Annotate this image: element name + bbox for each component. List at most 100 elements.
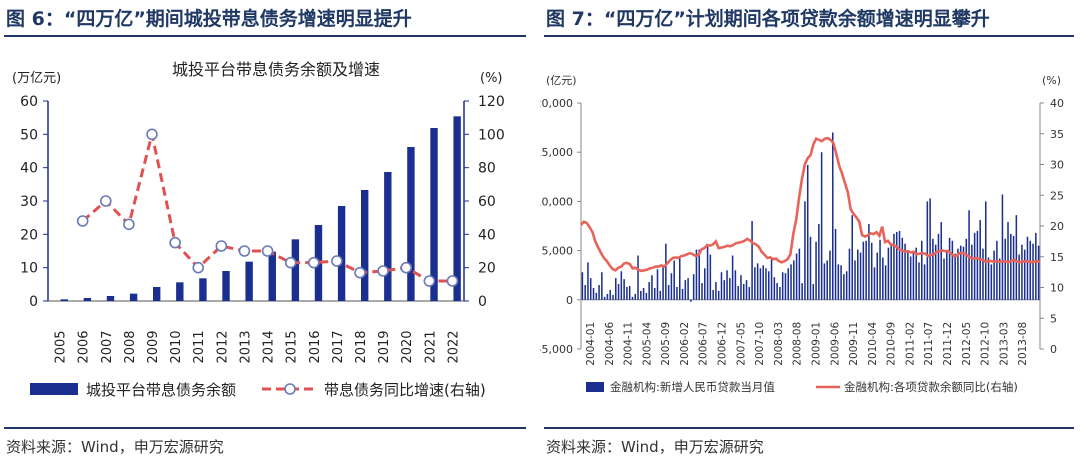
debt-growth-point xyxy=(400,261,413,274)
debt-balance-bar xyxy=(129,293,138,301)
x-tick-label: 2009 xyxy=(146,330,161,363)
new-loans-bar xyxy=(971,244,973,300)
new-loans-bar xyxy=(1012,235,1015,300)
new-loans-bar xyxy=(709,254,712,300)
left-source-note: 资料来源：Wind，申万宏源研究 xyxy=(6,438,224,456)
new-loans-bar xyxy=(840,265,842,300)
new-loans-bar xyxy=(934,244,937,300)
new-loans-bar xyxy=(779,287,781,300)
new-loans-bar xyxy=(823,263,826,300)
left-axis-unit-label: (亿元) xyxy=(546,74,577,87)
right-figure-panel: 图 7：“四万亿”计划期间各项贷款余额增速明显攀升 (亿元) (%) -5,000 0… xyxy=(540,0,1080,463)
new-loans-bar xyxy=(659,290,662,300)
legend-bar-label: 城投平台带息债务余额 xyxy=(86,381,236,399)
new-loans-bar xyxy=(968,210,970,300)
x-tick-label: 2004-06 xyxy=(604,322,616,366)
new-loans-bar xyxy=(848,248,851,300)
x-tick-label: 2010 xyxy=(169,330,184,363)
debt-growth-point xyxy=(284,256,297,269)
new-loans-bar xyxy=(946,251,948,300)
new-loans-bar xyxy=(765,268,767,300)
new-loans-bar xyxy=(587,262,589,300)
new-loans-bar xyxy=(706,246,709,300)
new-loans-bar xyxy=(795,253,798,300)
debt-balance-bar xyxy=(106,296,115,301)
new-loans-bar xyxy=(1037,245,1040,300)
x-tick-label: 2006-12 xyxy=(717,322,729,366)
new-loans-bar xyxy=(826,260,828,300)
debt-balance-bar xyxy=(199,278,207,301)
debt-growth-point xyxy=(123,218,135,231)
new-loans-bar xyxy=(715,282,717,300)
new-loans-bar xyxy=(612,294,614,300)
new-loans-bar xyxy=(740,275,742,300)
new-loans-bar xyxy=(751,221,753,300)
new-loans-bar xyxy=(843,274,845,300)
x-tick-label: 2012-05 xyxy=(961,322,973,366)
new-loans-bar xyxy=(857,249,859,300)
x-tick-label: 2010-04 xyxy=(867,322,879,366)
new-loans-bar xyxy=(581,272,584,300)
new-loans-bar xyxy=(678,257,681,300)
debt-balance-bar xyxy=(337,206,346,301)
new-loans-bar xyxy=(990,264,993,300)
new-loans-bar xyxy=(829,250,831,300)
legend-line-label: 带息债务同比增速(右轴) xyxy=(324,381,486,399)
right-y-tick-label: 20 xyxy=(478,261,496,277)
x-tick-label: 2022 xyxy=(446,330,461,363)
debt-growth-point xyxy=(192,261,205,274)
right-source-rule xyxy=(544,427,1074,429)
new-loans-bar xyxy=(1023,249,1026,300)
debt-growth-point xyxy=(331,255,343,267)
new-loans-bar xyxy=(957,248,959,300)
new-loans-bar xyxy=(687,278,689,300)
debt-balance-bar xyxy=(222,271,230,301)
new-loans-bar xyxy=(790,264,792,300)
new-loans-bar xyxy=(1029,240,1032,300)
left-y-tick-label: 20,000 xyxy=(540,97,573,110)
new-loans-bar xyxy=(787,268,790,300)
new-loans-bar xyxy=(1035,232,1037,300)
debt-balance-bar xyxy=(83,298,92,301)
new-loans-bar xyxy=(720,272,723,300)
debt-balance-bar xyxy=(384,172,392,301)
x-tick-label: 2007-05 xyxy=(735,322,747,366)
new-loans-bar xyxy=(831,132,834,300)
x-tick-label: 2011-02 xyxy=(904,322,916,366)
new-loans-bar xyxy=(859,252,862,300)
new-loans-bar xyxy=(912,250,915,300)
legend-bar-label: 金融机构:新增人民币贷款当月值 xyxy=(610,380,775,394)
new-loans-bar xyxy=(762,265,764,300)
x-tick-label: 2018 xyxy=(354,330,369,363)
new-loans-bar xyxy=(1026,236,1029,300)
new-loans-bar xyxy=(898,230,901,300)
left-y-tick-label: 5,000 xyxy=(542,245,574,258)
legend-line-label: 金融机构:各项贷款余额同比(右轴) xyxy=(844,380,1018,394)
debt-balance-bar xyxy=(245,261,253,301)
right-y-tick-label: 40 xyxy=(478,227,496,243)
debt-growth-point xyxy=(446,275,459,287)
new-loans-bar xyxy=(640,290,642,300)
new-loans-bar xyxy=(620,271,623,300)
new-loans-bar xyxy=(921,240,923,300)
new-loans-bar xyxy=(784,273,787,300)
right-y-tick-label: 5 xyxy=(1050,312,1057,325)
new-loans-bar xyxy=(717,290,720,300)
new-loans-bar xyxy=(904,243,906,300)
x-tick-label: 2009-06 xyxy=(829,322,841,366)
left-y-tick-label: 50 xyxy=(20,127,38,143)
new-loans-bar xyxy=(759,268,762,300)
new-loans-bar xyxy=(943,258,945,300)
debt-growth-point xyxy=(354,266,366,279)
new-loans-bar xyxy=(1001,194,1004,300)
x-tick-label: 2015 xyxy=(285,330,300,363)
x-tick-label: 2009-01 xyxy=(811,322,823,366)
chart-title: 城投平台带息债务余额及增速 xyxy=(172,60,380,79)
new-loans-bar xyxy=(1018,254,1020,300)
right-y-tick-label: 10 xyxy=(1050,282,1064,295)
new-loans-bar xyxy=(773,277,776,300)
new-loans-bar xyxy=(984,201,987,300)
new-loans-bar xyxy=(882,257,884,300)
new-loans-bar xyxy=(603,296,606,300)
right-y-tick-label: 30 xyxy=(1050,159,1064,172)
